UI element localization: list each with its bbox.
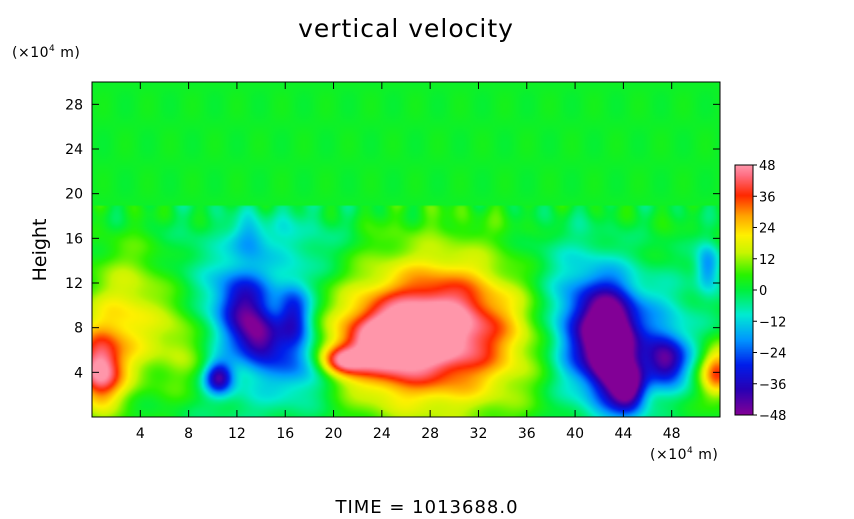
- y-tick-label: 16: [65, 231, 83, 247]
- colorbar-gradient: [735, 165, 753, 415]
- y-tick-label: 12: [65, 276, 83, 292]
- x-axis: 4 8 12 16 20 24 28 32 36 40 44 48: [136, 82, 681, 442]
- colorbar-tick-label: 12: [759, 253, 776, 268]
- x-tick-label: 24: [373, 426, 391, 442]
- x-tick-label: 8: [184, 426, 193, 442]
- y-unit-prefix: (×10: [12, 45, 50, 61]
- x-unit-prefix: (×10: [650, 447, 688, 463]
- x-tick-label: 48: [663, 426, 681, 442]
- x-tick-label: 12: [228, 426, 246, 442]
- x-tick-label: 28: [421, 426, 439, 442]
- colorbar-labels: 48 36 24 12 0 −12 −24 −36 −48: [753, 159, 786, 424]
- y-tick-label: 24: [65, 142, 83, 158]
- y-unit-suffix: m): [55, 45, 81, 61]
- x-tick-label: 36: [518, 426, 536, 442]
- x-tick-label: 20: [325, 426, 343, 442]
- y-tick-label: 8: [74, 321, 83, 337]
- colorbar-tick-label: 36: [759, 190, 776, 205]
- chart-title: vertical velocity: [298, 14, 514, 43]
- time-label: TIME = 1013688.0: [335, 497, 519, 518]
- colorbar-tick-label: −48: [759, 409, 786, 424]
- x-tick-label: 40: [566, 426, 584, 442]
- x-tick-label: 32: [470, 426, 488, 442]
- x-tick-label: 44: [614, 426, 632, 442]
- colorbar-tick-label: 0: [759, 284, 767, 299]
- x-unit-exponent: 4: [687, 446, 694, 456]
- y-axis: 4 8 12 16 20 24 28: [65, 97, 720, 381]
- colorbar-tick-label: −12: [759, 315, 786, 330]
- y-tick-label: 4: [74, 365, 83, 381]
- y-unit-exponent: 4: [49, 44, 56, 54]
- plot-frame: [91, 81, 721, 418]
- x-tick-label: 16: [276, 426, 294, 442]
- y-tick-label: 28: [65, 97, 83, 113]
- x-tick-label: 4: [136, 426, 145, 442]
- colorbar-tick-label: −24: [759, 347, 786, 362]
- y-axis-unit: (×104 m): [12, 44, 80, 61]
- x-axis-unit: (×104 m): [650, 446, 718, 463]
- colorbar-tick-label: 48: [759, 159, 776, 174]
- y-tick-label: 20: [65, 187, 83, 203]
- colorbar-tick-label: 24: [759, 222, 776, 237]
- colorbar-tick-label: −36: [759, 378, 786, 393]
- x-unit-suffix: m): [693, 447, 719, 463]
- velocity-field: [92, 82, 720, 417]
